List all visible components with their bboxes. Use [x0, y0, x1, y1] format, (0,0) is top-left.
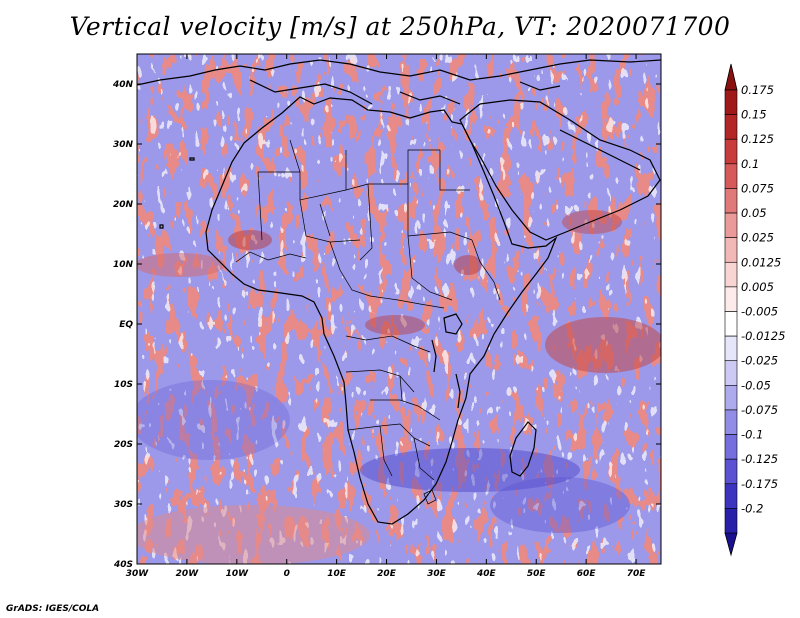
country-borders	[235, 139, 501, 505]
lat-tick-label: 40S	[113, 560, 133, 570]
colorbar-swatch	[724, 261, 738, 288]
colorbar-swatch	[724, 237, 738, 263]
colorbar-swatch	[724, 360, 738, 386]
colorbar-top-arrow	[724, 63, 738, 91]
coastlines	[137, 59, 661, 525]
longitude-ticks: 30W 20W 10W 0 10E 20E 30E 40E 50E 60E 70E	[126, 54, 646, 579]
colorbar-label: 0.125	[741, 132, 774, 146]
lat-tick-label: 10N	[113, 260, 134, 270]
colorbar-label: -0.005	[741, 305, 778, 319]
colorbar-swatch	[724, 163, 738, 189]
colorbar-label: -0.125	[741, 452, 778, 466]
colorbar-swatch	[724, 188, 738, 214]
lon-tick-label: 0	[284, 569, 290, 579]
colorbar: 0.175 0.15 0.125 0.1 0.075 0.05 0.025 0.0125 0.0…	[724, 63, 785, 557]
lon-tick-label: 30W	[126, 569, 150, 579]
lon-tick-label: 20W	[176, 569, 200, 579]
lon-tick-label: 40E	[476, 569, 497, 579]
map-frame	[136, 53, 662, 565]
lat-tick-label: EQ	[119, 320, 133, 330]
lat-tick-label: 30S	[114, 500, 133, 510]
colorbar-swatch	[724, 385, 738, 411]
colorbar-swatch	[724, 458, 738, 485]
colorbar-label: 0.0125	[741, 255, 781, 269]
colorbar-label: 0.175	[741, 83, 774, 97]
colorbar-label: 0.1	[741, 157, 759, 171]
velocity-field	[137, 54, 661, 564]
map-title: Vertical velocity [m/s] at 250hPa, VT: 2…	[69, 12, 731, 41]
colorbar-swatch	[724, 89, 738, 115]
lon-tick-label: 20E	[377, 569, 397, 579]
colorbar-label: -0.175	[741, 477, 778, 491]
lat-tick-label: 10S	[114, 380, 133, 390]
colorbar-swatch	[724, 508, 738, 534]
colorbar-label: -0.075	[741, 403, 778, 417]
colorbar-label: 0.075	[741, 181, 774, 195]
colorbar-swatch	[724, 483, 738, 509]
colorbar-swatch	[724, 212, 738, 238]
lon-tick-label: 60E	[577, 569, 597, 579]
latitude-ticks: 40N 30N 20N 10N EQ 10S 20S 30S 40S	[112, 80, 661, 570]
colorbar-label: -0.1	[741, 428, 763, 442]
lat-tick-label: 40N	[112, 80, 134, 90]
colorbar-label: 0.05	[741, 206, 767, 220]
lat-tick-label: 30N	[113, 140, 134, 150]
colorbar-label: 0.15	[741, 108, 767, 122]
colorbar-swatch	[724, 335, 738, 362]
colorbar-swatch	[724, 114, 738, 140]
colorbar-label: 0.025	[741, 231, 774, 245]
lon-tick-label: 10W	[226, 569, 250, 579]
lon-tick-label: 50E	[527, 569, 547, 579]
colorbar-label: -0.05	[741, 378, 771, 392]
colorbar-swatch	[724, 434, 738, 460]
lat-tick-label: 20S	[114, 440, 133, 450]
colorbar-swatch	[724, 286, 738, 312]
colorbar-label: -0.0125	[741, 329, 785, 343]
lon-tick-label: 70E	[627, 569, 647, 579]
grads-credit: GrADS: IGES/COLA	[6, 604, 100, 614]
colorbar-swatch	[724, 409, 738, 435]
colorbar-swatch	[724, 138, 738, 165]
colorbar-label: 0.005	[741, 280, 774, 294]
colorbar-bottom-arrow	[724, 532, 738, 557]
lon-tick-label: 30E	[427, 569, 447, 579]
colorbar-swatch	[724, 311, 738, 337]
colorbar-label: -0.2	[741, 501, 763, 515]
lat-tick-label: 20N	[113, 200, 134, 210]
lon-tick-label: 10E	[327, 569, 347, 579]
colorbar-label: -0.025	[741, 354, 778, 368]
